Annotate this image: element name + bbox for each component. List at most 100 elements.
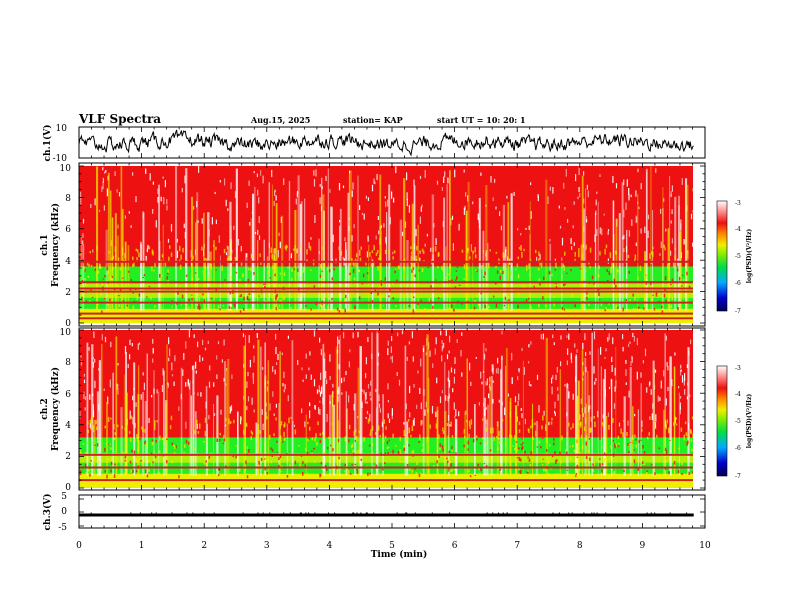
spec-speckle bbox=[635, 190, 637, 197]
spec-haze bbox=[339, 261, 341, 266]
spec-haze bbox=[348, 424, 351, 430]
spec-noise bbox=[269, 277, 271, 279]
spec-speckle bbox=[484, 353, 486, 360]
spec-speckle bbox=[256, 173, 258, 178]
spec-noise bbox=[133, 450, 136, 454]
spec-haze bbox=[474, 254, 477, 259]
spec-haze bbox=[91, 424, 94, 429]
spec-noise bbox=[389, 288, 391, 292]
spec-haze bbox=[156, 420, 158, 423]
spec-haze bbox=[626, 432, 628, 437]
spec-noise bbox=[497, 447, 499, 451]
spec-band-line bbox=[79, 301, 693, 304]
spec-noise bbox=[651, 299, 653, 304]
spec-speckle bbox=[390, 346, 392, 353]
spec-haze bbox=[110, 417, 112, 420]
ch3-spike bbox=[525, 512, 527, 514]
spec-noise bbox=[198, 298, 201, 302]
spec-speckle bbox=[665, 398, 667, 406]
spec-speckle bbox=[176, 238, 178, 243]
spec-haze bbox=[182, 247, 184, 253]
spec-speckle bbox=[623, 209, 625, 218]
spec-speckle bbox=[566, 360, 568, 366]
spec-noise bbox=[650, 298, 653, 300]
spec-haze bbox=[154, 420, 156, 425]
spec-noise bbox=[622, 307, 624, 312]
ch1-trace bbox=[79, 129, 694, 157]
spec-noise bbox=[299, 463, 301, 467]
spec-noise bbox=[382, 468, 384, 471]
spec-speckle bbox=[604, 356, 606, 359]
spec-streak bbox=[399, 219, 403, 311]
spec-speckle bbox=[666, 361, 668, 367]
spec-haze bbox=[615, 250, 617, 253]
spec-streak bbox=[611, 379, 613, 476]
spec-haze bbox=[691, 416, 693, 420]
spec-noise bbox=[517, 274, 520, 279]
spec-streak bbox=[227, 359, 230, 476]
spec-noise bbox=[294, 460, 297, 465]
spec-haze bbox=[589, 427, 592, 433]
spec-speckle bbox=[290, 253, 292, 259]
spec-speckle bbox=[318, 251, 320, 254]
spec-noise bbox=[451, 446, 453, 449]
spec-haze bbox=[479, 259, 481, 263]
spec-speckle bbox=[310, 237, 312, 240]
spec-noise bbox=[575, 472, 577, 475]
spec-noise bbox=[663, 293, 666, 298]
spec-streak bbox=[606, 416, 608, 476]
spec-speckle bbox=[248, 335, 250, 343]
spec-noise bbox=[564, 308, 567, 310]
spec-streak bbox=[522, 360, 524, 476]
spec-noise bbox=[529, 464, 532, 467]
spec-noise bbox=[527, 456, 529, 459]
ytick-label: 6 bbox=[65, 225, 71, 235]
spec-haze bbox=[438, 434, 440, 439]
spec-speckle bbox=[242, 333, 245, 338]
spec-haze bbox=[154, 424, 156, 430]
spec-noise bbox=[302, 472, 304, 476]
spec-speckle bbox=[599, 227, 601, 234]
spec-speckle bbox=[436, 377, 438, 384]
spec-speckle bbox=[138, 342, 141, 345]
spec-streak bbox=[335, 346, 337, 476]
spec-noise bbox=[144, 441, 146, 445]
station-label: station= KAP bbox=[343, 115, 403, 125]
spec-speckle bbox=[341, 392, 343, 395]
spec-haze bbox=[259, 430, 261, 434]
spec-speckle bbox=[419, 387, 421, 394]
spec-noise bbox=[142, 276, 145, 278]
spec-noise bbox=[600, 302, 603, 307]
spec-noise bbox=[548, 473, 550, 475]
spec-haze bbox=[437, 266, 439, 269]
spec-speckle bbox=[293, 424, 296, 427]
spec-speckle bbox=[82, 233, 84, 238]
spec-haze bbox=[142, 261, 145, 265]
spec-streak bbox=[535, 421, 539, 476]
spec-streak bbox=[669, 356, 672, 476]
spec-noise bbox=[165, 457, 168, 460]
spec-noise bbox=[485, 441, 487, 444]
spec-haze bbox=[169, 245, 171, 249]
spec-speckle bbox=[560, 361, 562, 367]
spec-speckle bbox=[506, 195, 508, 199]
spec-speckle bbox=[452, 388, 454, 393]
spec-noise bbox=[408, 305, 410, 307]
spec-haze bbox=[358, 430, 361, 434]
spec-speckle bbox=[640, 183, 642, 190]
spec-streak bbox=[337, 336, 339, 476]
spec-noise bbox=[623, 470, 625, 473]
spec-noise bbox=[556, 459, 558, 462]
spec-speckle bbox=[213, 382, 215, 387]
spec-noise bbox=[290, 289, 293, 291]
spec-speckle bbox=[387, 399, 389, 403]
spec-streak bbox=[356, 259, 358, 311]
spec-noise bbox=[143, 274, 146, 276]
spec-streak bbox=[229, 201, 232, 311]
spec-speckle bbox=[408, 341, 410, 345]
spec-speckle bbox=[391, 355, 393, 363]
ch2-spectrogram bbox=[79, 330, 693, 488]
spec-streak bbox=[331, 393, 334, 476]
spec-haze bbox=[367, 418, 370, 424]
spec-streak bbox=[515, 405, 518, 476]
